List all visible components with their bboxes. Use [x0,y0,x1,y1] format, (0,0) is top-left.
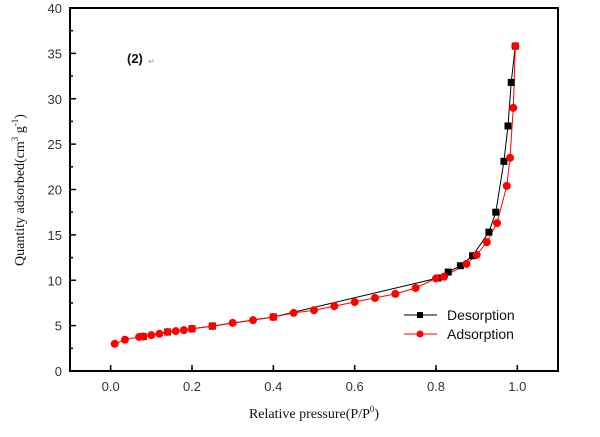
panel-annotation: (2) [127,51,143,66]
y-tick-label: 30 [48,92,62,107]
data-point-adsorption [179,326,188,335]
data-point-adsorption [509,103,518,112]
x-tick-label: 0.2 [183,379,201,394]
y-tick-label: 10 [48,273,62,288]
data-point-adsorption [432,274,440,283]
data-point-adsorption [147,331,156,340]
data-point-desorption [500,157,508,165]
y-tick-label: 15 [48,228,62,243]
legend-square-marker [417,312,423,318]
data-point-adsorption [506,153,515,162]
data-point-adsorption [289,308,298,317]
data-point-adsorption [269,313,278,322]
legend-circle-marker [416,330,424,338]
x-axis-title-end: ) [374,407,379,422]
data-point-adsorption [171,327,180,336]
y-axis-title-sup2: -1 [10,119,20,127]
y-tick-label: 0 [55,364,62,379]
data-point-desorption [444,268,452,276]
data-point-desorption [504,122,512,130]
data-point-adsorption [350,298,359,307]
y-tick-label: 35 [48,46,62,61]
legend-item-adsorption: Adsorption [404,326,514,342]
y-tick-label: 5 [55,319,62,334]
y-axis-title-end: ) [13,114,28,119]
data-point-adsorption [155,329,164,338]
data-point-adsorption [411,283,420,292]
series-line-desorption [143,46,516,337]
plot-frame [69,7,559,372]
data-point-adsorption [493,219,501,228]
data-point-adsorption [511,42,520,51]
data-point-adsorption [110,339,119,348]
x-tick-label: 0.6 [346,379,364,394]
data-point-desorption [456,262,464,270]
y-tick-label: 25 [48,137,62,152]
data-point-adsorption [391,289,400,298]
y-axis-title-sup1: 3 [10,136,20,141]
data-point-adsorption [462,259,471,268]
y-axis-ticks: 0 5 10 15 20 25 30 35 40 [48,1,76,379]
y-axis-title-mid: g [13,126,28,137]
x-tick-label: 1.0 [508,379,526,394]
data-point-adsorption [208,322,217,331]
data-point-adsorption [440,272,449,281]
y-tick-label: 20 [48,183,62,198]
legend-label-adsorption: Adsorption [447,326,514,342]
data-point-adsorption [139,332,148,341]
y-axis-title-main: Quantity adsorbed(cm [13,141,28,266]
x-tick-label: 0.4 [264,379,282,394]
x-tick-label: 0.8 [427,379,445,394]
data-point-desorption [469,252,477,260]
y-tick-label: 40 [48,1,62,16]
data-point-desorption [507,78,515,86]
x-tick-label: 0.0 [102,379,120,394]
series-layer [110,42,520,348]
data-point-adsorption [330,302,339,311]
legend-label-desorption: Desorption [447,307,515,323]
x-axis-title-main: Relative pressure(P/P [249,407,370,422]
annotation-return-mark: ↵ [148,57,155,66]
data-point-desorption [485,228,493,236]
y-axis-title: Quantity adsorbed(cm3 g-1) [10,114,28,266]
data-point-adsorption [188,324,196,333]
series-line-adsorption [114,46,516,345]
data-point-adsorption [482,238,491,247]
data-point-adsorption [228,318,237,327]
legend: Desorption Adsorption [404,307,515,342]
x-axis-ticks: 0.0 0.2 0.4 0.6 0.8 1.0 [102,365,526,394]
data-point-adsorption [310,306,318,315]
legend-item-desorption: Desorption [404,307,515,323]
data-point-adsorption [371,293,379,302]
data-point-adsorption [249,316,257,325]
data-point-desorption [492,208,500,216]
data-point-adsorption [120,335,129,344]
data-point-adsorption [472,250,481,259]
data-point-adsorption [163,327,172,336]
data-point-adsorption [502,181,511,190]
x-axis-title-sup: 0 [370,404,375,414]
x-axis-title: Relative pressure(P/P0) [249,404,379,422]
